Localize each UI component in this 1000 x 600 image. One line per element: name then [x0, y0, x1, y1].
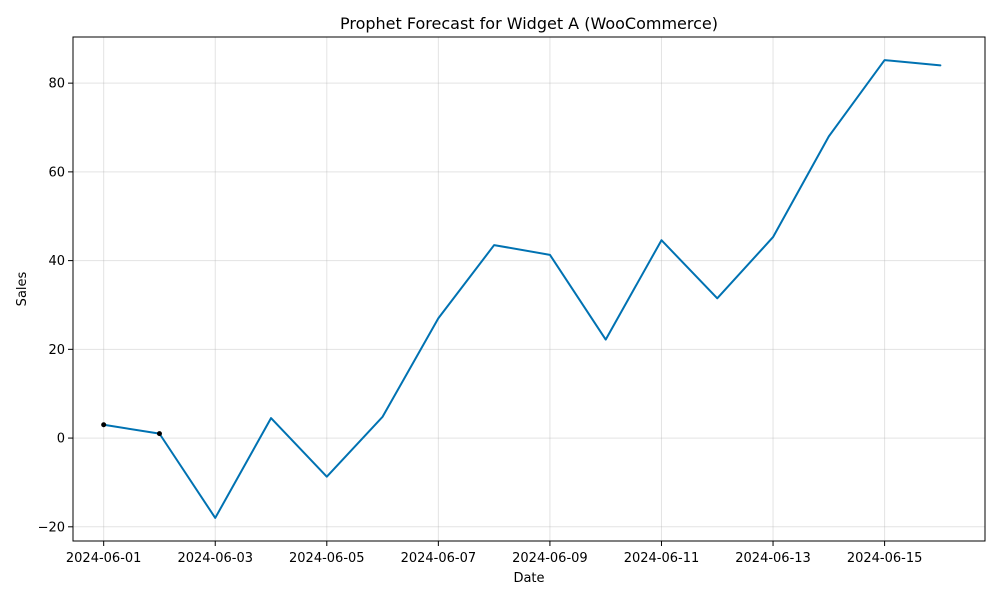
grid-lines	[73, 37, 985, 541]
x-tick-label: 2024-06-13	[735, 551, 811, 566]
series-layer	[102, 59, 942, 519]
observed-point	[101, 422, 107, 428]
x-tick-label: 2024-06-07	[401, 551, 477, 566]
y-tick-label: 20	[48, 343, 65, 358]
y-axis-label: Sales	[15, 271, 30, 306]
x-tick-label: 2024-06-09	[512, 551, 588, 566]
observed-points	[101, 422, 162, 437]
y-tick-label: 40	[48, 254, 65, 269]
x-axis-label: Date	[513, 571, 544, 586]
forecast-line	[102, 59, 942, 519]
chart-title: Prophet Forecast for Widget A (WooCommer…	[340, 14, 718, 33]
y-tick-label: 0	[57, 432, 65, 447]
y-tick-label: 80	[48, 77, 65, 92]
x-tick-label: 2024-06-01	[66, 551, 142, 566]
x-tick-label: 2024-06-05	[289, 551, 365, 566]
x-axis-ticks: 2024-06-01 2024-06-03 2024-06-05 2024-06-07…	[66, 541, 922, 566]
x-tick-label: 2024-06-15	[847, 551, 923, 566]
y-axis-ticks: −20 0 20 40 60 80	[38, 77, 73, 535]
x-tick-label: 2024-06-03	[177, 551, 253, 566]
x-tick-label: 2024-06-11	[624, 551, 700, 566]
observed-point	[156, 431, 162, 437]
y-tick-label: −20	[38, 520, 65, 535]
y-tick-label: 60	[48, 165, 65, 180]
plot-area-frame	[72, 36, 986, 542]
